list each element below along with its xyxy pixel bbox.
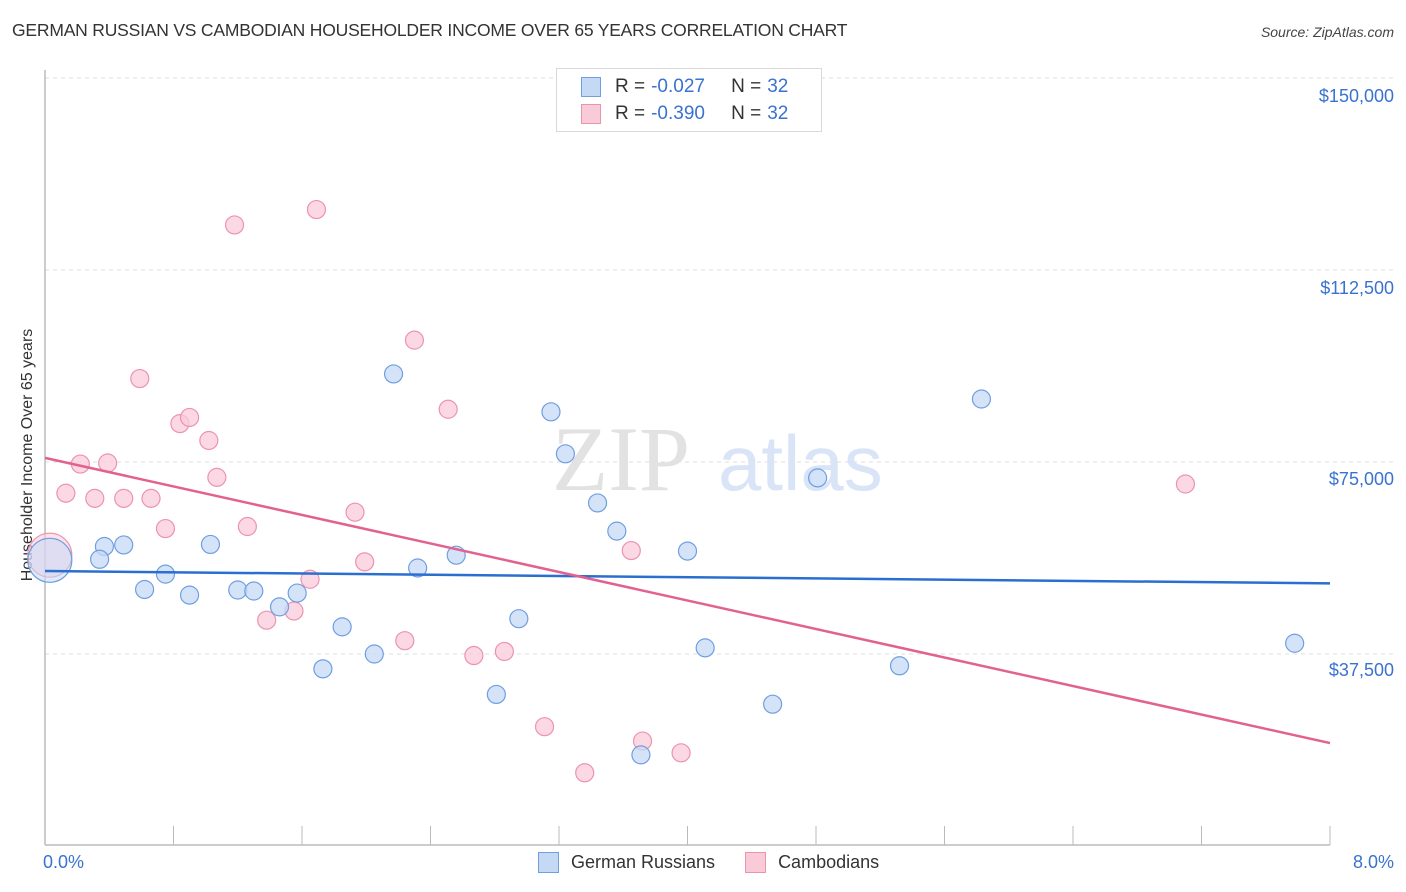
- data-point: [555, 444, 576, 464]
- x-tick-max: 8.0%: [1352, 852, 1394, 872]
- legend-row-german-russians: R = -0.027 N = 32: [581, 74, 788, 100]
- data-point: [486, 684, 506, 705]
- blue-swatch-icon: [538, 852, 559, 873]
- n-value: 32: [767, 76, 789, 97]
- data-point: [889, 656, 910, 676]
- data-point: [763, 694, 783, 714]
- source-label: Source: ZipAtlas.com: [1260, 24, 1394, 40]
- data-point: [287, 583, 307, 603]
- data-point: [494, 641, 514, 662]
- data-point: [364, 644, 384, 664]
- legend-item-german-russians[interactable]: German Russians: [538, 852, 715, 873]
- legend-label: Cambodians: [778, 852, 880, 872]
- data-point: [408, 558, 428, 578]
- pink-swatch-icon: [745, 852, 767, 873]
- data-point: [114, 488, 134, 508]
- correlation-legend: R = -0.027 N = 32 R = -0.390 N = 32: [556, 68, 822, 132]
- data-point: [621, 540, 641, 561]
- trendlines: [44, 456, 1331, 745]
- data-point: [534, 717, 555, 737]
- pink-swatch-icon: [581, 104, 601, 124]
- data-point: [257, 610, 277, 630]
- data-point: [395, 631, 415, 651]
- data-point: [1285, 633, 1305, 653]
- data-point: [306, 199, 327, 220]
- axes: [44, 70, 1331, 846]
- series-legend: German Russians Cambodians: [538, 852, 909, 873]
- r-value: -0.027: [651, 76, 705, 97]
- blue-swatch-icon: [581, 77, 601, 97]
- data-point: [141, 488, 161, 508]
- y-tick-112500: $112,500: [1320, 278, 1394, 298]
- r-value: -0.390: [651, 103, 705, 124]
- data-point: [509, 609, 529, 629]
- data-point: [808, 468, 828, 488]
- data-point: [199, 430, 219, 451]
- data-point: [179, 407, 200, 428]
- data-point: [27, 537, 73, 583]
- legend-item-cambodians[interactable]: Cambodians: [745, 852, 879, 873]
- y-tick-150000: $150,000: [1318, 86, 1394, 106]
- data-point: [541, 402, 561, 422]
- data-point: [671, 743, 691, 763]
- data-point: [134, 579, 155, 600]
- chart-title: GERMAN RUSSIAN VS CAMBODIAN HOUSEHOLDER …: [12, 20, 848, 40]
- watermark-atlas: atlas: [718, 419, 883, 507]
- data-point: [155, 564, 176, 584]
- data-point: [677, 541, 698, 561]
- r-label: R =: [615, 76, 646, 97]
- data-point: [228, 580, 248, 600]
- y-tick-75000: $75,000: [1328, 469, 1394, 489]
- data-point: [575, 763, 595, 783]
- legend-label: German Russians: [571, 852, 716, 872]
- y-tick-37500: $37,500: [1328, 660, 1394, 680]
- data-point: [355, 552, 375, 572]
- data-point: [464, 645, 484, 666]
- data-point: [179, 585, 200, 605]
- r-label: R =: [615, 103, 646, 124]
- watermark-zip: ZIP: [552, 408, 690, 510]
- n-label: N =: [731, 103, 762, 124]
- n-value: 32: [767, 103, 789, 124]
- gridlines: [45, 77, 1395, 655]
- data-point: [130, 368, 150, 389]
- watermark: ZIP atlas: [552, 408, 883, 510]
- data-point: [313, 659, 333, 679]
- data-point: [244, 581, 264, 601]
- data-point: [90, 549, 110, 569]
- german-russians-trendline: [44, 569, 1331, 585]
- data-point: [971, 389, 992, 409]
- data-point: [404, 330, 425, 350]
- data-point: [207, 467, 227, 487]
- data-point: [332, 617, 352, 637]
- data-point: [114, 535, 134, 555]
- cambodians-trendline: [44, 456, 1331, 745]
- data-point: [269, 597, 290, 617]
- data-point: [631, 745, 651, 765]
- data-point: [224, 215, 245, 235]
- data-point: [237, 516, 257, 537]
- data-point: [85, 488, 105, 508]
- data-point: [438, 399, 458, 419]
- n-label: N =: [731, 76, 762, 97]
- data-point: [56, 483, 76, 503]
- data-point: [695, 638, 715, 658]
- data-point: [587, 493, 608, 513]
- legend-row-cambodians: R = -0.390 N = 32: [581, 101, 788, 127]
- x-tick-min: 0.0%: [43, 852, 85, 872]
- data-point: [200, 534, 221, 555]
- data-point: [345, 502, 365, 522]
- data-point: [383, 364, 404, 384]
- data-point: [155, 518, 176, 539]
- data-point: [1175, 474, 1196, 494]
- data-point: [607, 521, 627, 541]
